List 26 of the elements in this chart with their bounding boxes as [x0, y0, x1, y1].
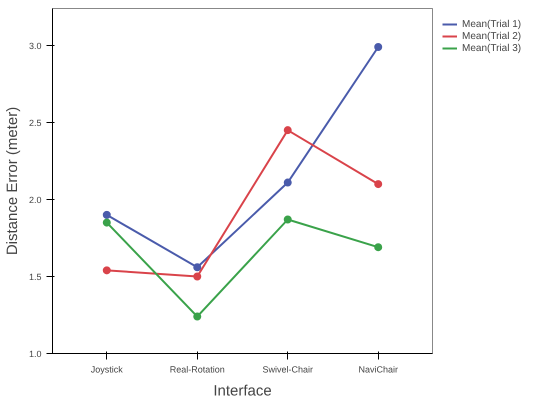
x-axis-title: Interface — [213, 382, 272, 400]
point — [102, 210, 111, 219]
y-tick-label: 3.0 — [28, 40, 42, 51]
point — [374, 43, 382, 51]
legend-label: Mean(Trial 1) — [462, 18, 522, 30]
point — [284, 126, 292, 134]
point — [193, 312, 202, 321]
y-tick-label: 2.5 — [28, 118, 42, 128]
legend-label: Mean(Trial 3) — [462, 42, 522, 54]
point — [284, 178, 292, 187]
point — [102, 266, 111, 274]
x-tick-label: Real-Rotation — [170, 364, 225, 374]
x-tick-label: Joystick — [90, 364, 124, 374]
x-tick-label: NaviChair — [358, 364, 398, 374]
point — [284, 216, 292, 224]
y-tick-label: 2.0 — [28, 194, 42, 205]
legend-label: Mean(Trial 2) — [462, 30, 522, 42]
y-axis-title: Distance Error (meter) — [4, 106, 21, 256]
point — [374, 180, 382, 188]
y-tick-label: 1.0 — [28, 349, 42, 359]
point — [374, 243, 382, 252]
point — [193, 263, 202, 272]
point — [102, 218, 111, 227]
point — [193, 272, 202, 280]
x-tick-label: Swivel-Chair — [262, 364, 313, 374]
y-tick-label: 1.5 — [28, 272, 42, 282]
